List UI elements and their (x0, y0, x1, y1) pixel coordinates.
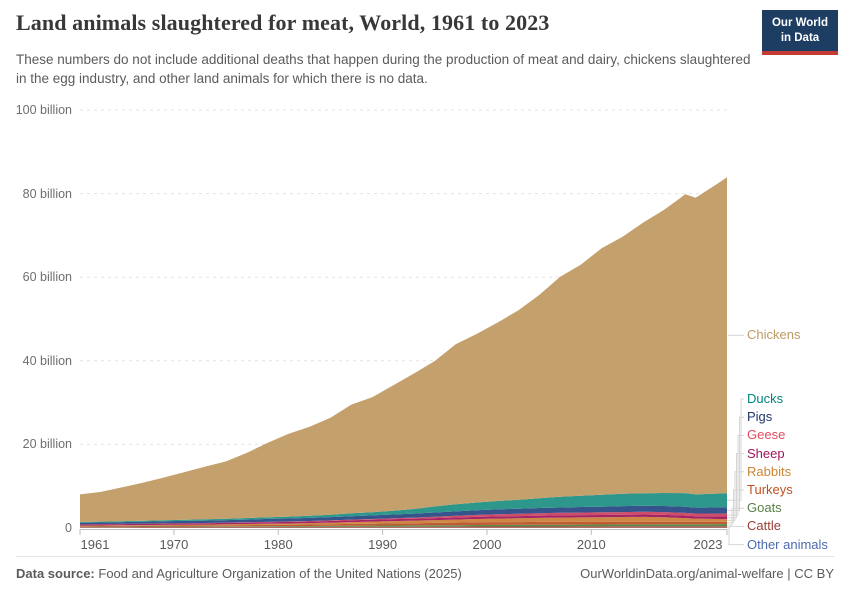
legend-label-cattle[interactable]: Cattle (747, 518, 781, 534)
footer-credit: OurWorldinData.org/animal-welfare | CC B… (580, 566, 834, 581)
data-source: Data source: Food and Agriculture Organi… (16, 566, 462, 581)
legend-label-goats[interactable]: Goats (747, 500, 782, 516)
y-axis-label-60: 60 billion (22, 270, 72, 285)
legend-label-sheep[interactable]: Sheep (747, 445, 785, 461)
x-axis-label-1970: 1970 (159, 537, 189, 552)
legend-connector-goats (727, 507, 744, 526)
area-goats[interactable] (80, 524, 727, 528)
x-axis-label-1990: 1990 (368, 537, 398, 552)
legend-connector-other-animals (727, 527, 744, 546)
area-turkeys[interactable] (80, 521, 727, 527)
owid-logo[interactable]: Our World in Data (762, 10, 838, 55)
footer-divider (16, 556, 834, 557)
area-chickens[interactable] (80, 177, 727, 523)
legend-label-chickens[interactable]: Chickens (747, 327, 801, 343)
page-title: Land animals slaughtered for meat, World… (16, 10, 550, 35)
footer-separator: | (787, 566, 791, 581)
y-axis-label-40: 40 billion (22, 353, 72, 368)
data-source-text: Food and Agriculture Organization of the… (98, 566, 462, 581)
area-rabbits[interactable] (80, 516, 727, 527)
legend-label-other-animals[interactable]: Other animals (747, 536, 828, 552)
legend-connector-turkeys (727, 489, 744, 524)
x-axis-label-2000: 2000 (472, 537, 502, 552)
owid-link[interactable]: OurWorldinData.org/animal-welfare (580, 566, 784, 581)
legend-label-ducks[interactable]: Ducks (747, 391, 784, 406)
chart-subtitle: These numbers do not include additional … (16, 52, 751, 87)
y-axis-label-20: 20 billion (22, 437, 72, 452)
x-axis-label-1961: 1961 (80, 537, 110, 552)
y-axis-label-100: 100 billion (15, 103, 72, 117)
area-cattle[interactable] (80, 526, 727, 528)
y-axis-label-0: 0 (65, 521, 72, 535)
legend-label-pigs[interactable]: Pigs (747, 409, 773, 425)
x-axis-label-2010: 2010 (576, 537, 606, 552)
x-axis-label-1980: 1980 (263, 537, 293, 552)
x-axis-label-2023: 2023 (693, 537, 723, 552)
area-geese[interactable] (80, 511, 727, 525)
legend-connector-cattle (727, 525, 744, 528)
area-sheep[interactable] (80, 514, 727, 526)
legend-label-geese[interactable]: Geese (747, 427, 786, 443)
data-source-label: Data source: (16, 566, 95, 581)
legend-label-rabbits[interactable]: Rabbits (747, 463, 792, 479)
area-ducks[interactable] (80, 493, 727, 523)
legend-connector-rabbits (727, 471, 744, 521)
owid-logo-line2: in Data (780, 31, 820, 44)
y-axis-label-80: 80 billion (22, 186, 72, 201)
owid-logo-line1: Our World (771, 17, 828, 29)
license-cc-by[interactable]: CC BY (794, 566, 834, 581)
legend-label-turkeys[interactable]: Turkeys (747, 482, 793, 497)
area-pigs[interactable] (80, 505, 727, 525)
